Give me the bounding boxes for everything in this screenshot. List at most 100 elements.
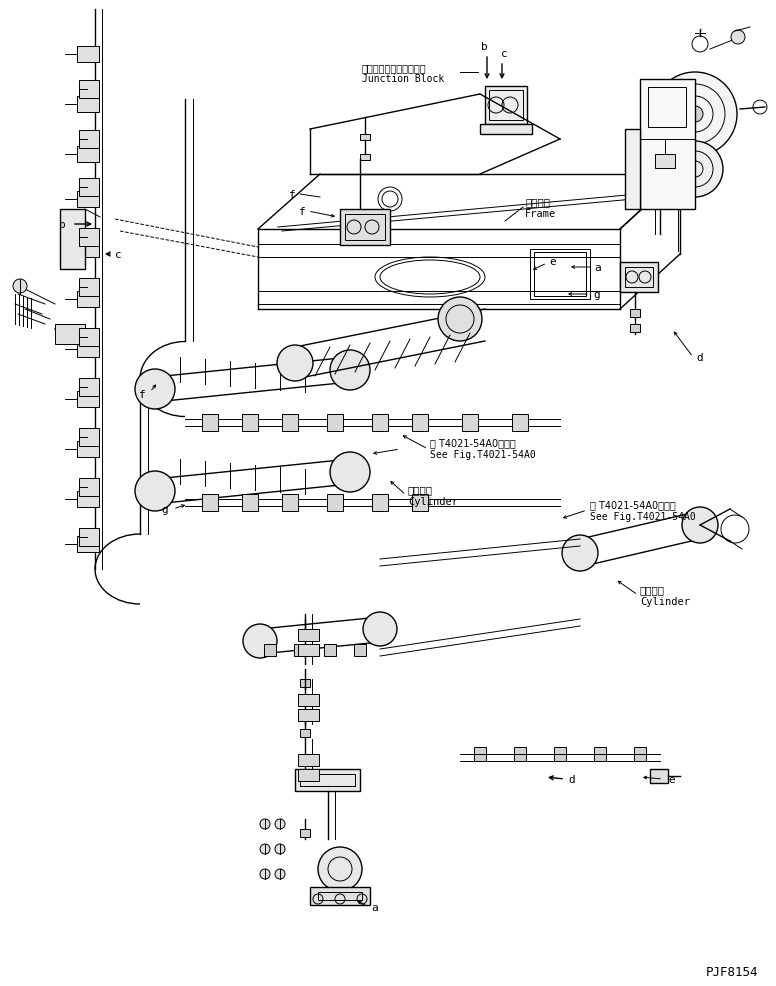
Circle shape bbox=[13, 280, 27, 294]
Text: b: b bbox=[59, 220, 65, 230]
Bar bbox=[625, 130, 640, 210]
Text: 第 T4021-54A0図参照: 第 T4021-54A0図参照 bbox=[430, 438, 516, 448]
Text: Junction Block: Junction Block bbox=[362, 74, 444, 84]
Text: a: a bbox=[372, 902, 379, 912]
Bar bbox=[554, 747, 566, 761]
Circle shape bbox=[243, 624, 277, 659]
Circle shape bbox=[363, 612, 397, 647]
Bar bbox=[630, 310, 640, 317]
Bar bbox=[474, 747, 486, 761]
Text: ジャンクションブロック: ジャンクションブロック bbox=[362, 63, 427, 73]
Bar bbox=[77, 391, 99, 407]
Circle shape bbox=[275, 819, 285, 829]
Bar bbox=[79, 81, 99, 99]
Bar bbox=[340, 210, 390, 246]
Bar bbox=[298, 694, 319, 706]
Bar bbox=[77, 97, 99, 112]
Bar bbox=[79, 131, 99, 149]
Bar bbox=[300, 779, 310, 787]
Bar bbox=[480, 125, 532, 135]
Circle shape bbox=[562, 535, 598, 572]
Bar bbox=[202, 414, 218, 432]
Bar bbox=[327, 495, 343, 512]
Bar bbox=[79, 478, 99, 497]
Bar bbox=[650, 769, 668, 783]
Bar bbox=[77, 442, 99, 458]
Bar bbox=[372, 495, 388, 512]
Bar bbox=[327, 414, 343, 432]
Bar bbox=[489, 91, 523, 121]
Bar bbox=[300, 679, 310, 687]
Text: d: d bbox=[697, 353, 703, 363]
Bar bbox=[300, 730, 310, 738]
Bar bbox=[310, 887, 370, 905]
Bar bbox=[77, 147, 99, 163]
Bar bbox=[79, 328, 99, 347]
Bar bbox=[79, 429, 99, 447]
Bar bbox=[298, 709, 319, 722]
Bar bbox=[298, 769, 319, 781]
Circle shape bbox=[653, 73, 737, 157]
Circle shape bbox=[682, 508, 718, 543]
Bar bbox=[530, 249, 590, 300]
Circle shape bbox=[135, 370, 175, 409]
Text: b: b bbox=[480, 42, 487, 52]
Text: c: c bbox=[501, 49, 508, 59]
Circle shape bbox=[667, 142, 723, 198]
Text: e: e bbox=[549, 256, 556, 267]
Text: シリンダ: シリンダ bbox=[640, 585, 665, 595]
Bar bbox=[634, 747, 646, 761]
Bar bbox=[77, 292, 99, 308]
Bar bbox=[354, 644, 366, 657]
Bar bbox=[655, 155, 675, 169]
Bar bbox=[79, 528, 99, 546]
Bar bbox=[79, 178, 99, 197]
Text: Frame: Frame bbox=[525, 209, 556, 219]
Text: See Fig.T4021-54A0: See Fig.T4021-54A0 bbox=[430, 450, 535, 459]
Bar bbox=[264, 644, 276, 657]
Circle shape bbox=[330, 453, 370, 492]
Circle shape bbox=[438, 298, 482, 342]
Bar bbox=[79, 279, 99, 297]
Text: c: c bbox=[115, 249, 121, 259]
Circle shape bbox=[330, 351, 370, 390]
Circle shape bbox=[687, 106, 703, 123]
Text: a: a bbox=[594, 262, 601, 273]
Text: PJF8154: PJF8154 bbox=[705, 964, 758, 977]
Bar bbox=[294, 644, 306, 657]
Text: See Fig.T4021-54A0: See Fig.T4021-54A0 bbox=[590, 512, 696, 522]
Text: 第 T4021-54A0図参照: 第 T4021-54A0図参照 bbox=[590, 500, 676, 510]
Bar bbox=[242, 495, 258, 512]
Bar bbox=[55, 324, 85, 345]
Bar bbox=[360, 135, 370, 141]
Bar bbox=[242, 414, 258, 432]
Circle shape bbox=[731, 31, 745, 45]
Bar bbox=[345, 215, 385, 241]
Circle shape bbox=[260, 869, 270, 880]
Text: f: f bbox=[289, 190, 296, 200]
Bar bbox=[640, 80, 695, 210]
Bar bbox=[300, 629, 310, 637]
Bar bbox=[514, 747, 526, 761]
Bar bbox=[77, 242, 99, 257]
Circle shape bbox=[260, 844, 270, 854]
Text: フレーム: フレーム bbox=[525, 197, 550, 207]
Bar bbox=[79, 379, 99, 396]
Bar bbox=[485, 87, 527, 125]
Text: Cylinder: Cylinder bbox=[640, 597, 690, 606]
Bar bbox=[77, 342, 99, 358]
Text: シリンダ: シリンダ bbox=[408, 484, 433, 495]
Bar bbox=[360, 155, 370, 161]
Bar bbox=[620, 262, 658, 293]
Bar bbox=[372, 414, 388, 432]
Text: f: f bbox=[299, 207, 306, 217]
Bar bbox=[79, 229, 99, 246]
Bar bbox=[534, 252, 586, 297]
Bar bbox=[77, 491, 99, 508]
Bar bbox=[512, 414, 528, 432]
Text: g: g bbox=[161, 505, 168, 515]
Bar bbox=[318, 892, 362, 900]
Bar bbox=[300, 829, 310, 837]
Circle shape bbox=[277, 346, 313, 382]
Circle shape bbox=[260, 819, 270, 829]
